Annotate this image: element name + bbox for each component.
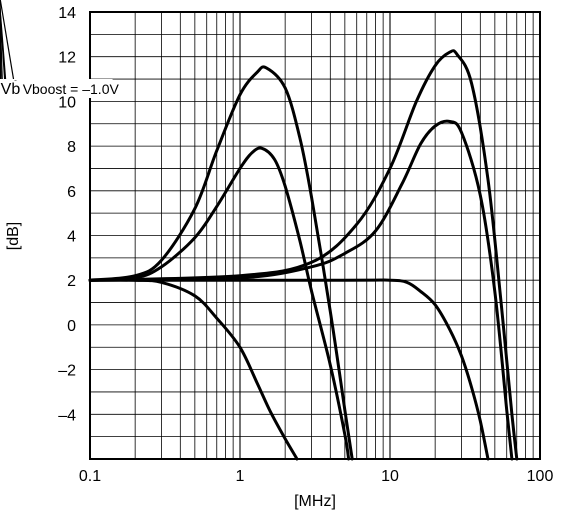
annotation: Vboost = –1.0V [20,81,122,97]
annotation-text: Vboost = –1.0V [23,81,120,97]
series-group [88,49,519,461]
annotation-background [20,81,122,97]
annotations: Rfc = 100kΩVboost = 1.0VRfc = 5.1kΩVboos… [0,79,122,98]
series-line-1 [88,65,354,461]
y-tick-label: 10 [58,94,76,111]
grid [90,12,540,459]
leader-line [0,0,2,92]
series-line-2 [88,146,351,461]
x-tick-label: 100 [527,468,554,485]
x-tick-label: 1 [236,468,245,485]
plot-frame [89,11,541,460]
x-axis-label: [MHz] [294,493,336,510]
y-axis-ticks: 14 12 10 8 6 4 2 0 –2 –4 [58,5,76,424]
leader-lines [0,0,17,92]
y-tick-label: 6 [67,184,76,201]
series-line-6 [88,278,490,461]
y-tick-label: –2 [58,363,76,380]
y-tick-label: 0 [67,318,76,335]
x-tick-label: 0.1 [79,468,101,485]
y-tick-label: 12 [58,50,76,67]
series-line-3 [88,49,519,461]
x-axis-ticks: 0.1 1 10 100 [79,468,554,485]
leader-line [0,9,8,92]
y-tick-label: 2 [67,273,76,290]
series-line-4 [88,119,514,461]
y-tick-label: 8 [67,139,76,156]
x-tick-label: 10 [381,468,399,485]
y-tick-label: –4 [58,407,76,424]
y-tick-label: 14 [58,5,76,22]
y-axis-label: [dB] [5,222,22,250]
leader-line [0,0,17,92]
y-tick-label: 4 [67,229,76,246]
